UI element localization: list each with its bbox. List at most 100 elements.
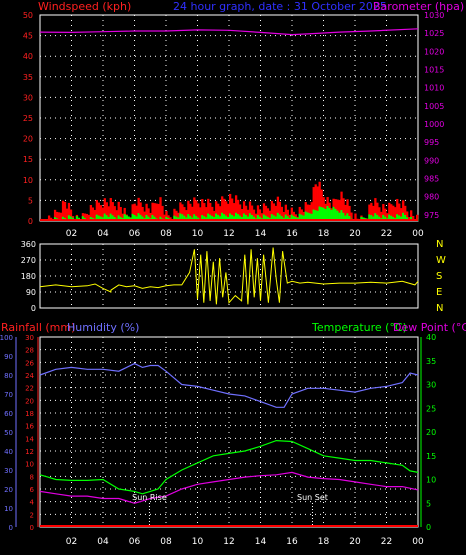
humidity-y-tick-label: 0 xyxy=(9,524,13,532)
windspeed-bar xyxy=(173,208,176,221)
windspeed-avg-bar xyxy=(99,216,102,221)
windspeed-avg-bar xyxy=(270,214,274,221)
windspeed-avg-bar xyxy=(133,215,136,221)
windspeed-bar xyxy=(412,215,415,221)
windspeed-avg-bar xyxy=(225,215,228,221)
windspeed-bar xyxy=(93,209,97,221)
windspeed-bar xyxy=(274,205,278,221)
windspeed-avg-bar xyxy=(318,206,321,221)
windspeed-bar xyxy=(280,206,284,221)
wind-x-tick-label: 02 xyxy=(66,229,77,239)
windspeed-bar xyxy=(113,206,116,221)
temperature-y-tick-label: 30 xyxy=(426,381,436,390)
windspeed-avg-bar xyxy=(278,214,282,221)
windspeed-avg-bar xyxy=(105,215,108,221)
windspeed-avg-bar xyxy=(244,214,248,221)
windspeed-bar xyxy=(242,201,246,221)
barometer-y-tick-label: 995 xyxy=(424,138,439,147)
temperature-y-tick-label: 0 xyxy=(426,523,431,532)
windspeed-avg-bar xyxy=(402,212,405,221)
windspeed-avg-bar xyxy=(123,214,126,221)
windspeed-avg-bar xyxy=(342,212,345,221)
windspeed-bar xyxy=(270,200,274,221)
windspeed-bar xyxy=(63,201,67,221)
windspeed-bar xyxy=(238,204,242,221)
windspeed-bar xyxy=(155,203,158,221)
rainfall-y-tick-label: 30 xyxy=(25,334,34,342)
windspeed-bar xyxy=(187,200,190,221)
windspeed-bar xyxy=(141,206,144,221)
windspeed-y-tick-label: 40 xyxy=(23,52,33,61)
windspeed-avg-bar xyxy=(113,216,116,221)
temp-x-tick-label: 08 xyxy=(160,537,172,547)
windspeed-bar xyxy=(336,199,339,221)
windspeed-avg-bar xyxy=(272,215,276,221)
windspeed-bar xyxy=(119,206,122,221)
windspeed-bar xyxy=(282,211,286,221)
windspeed-avg-bar xyxy=(256,215,260,221)
windspeed-bar xyxy=(390,204,393,221)
humidity-y-tick-label: 50 xyxy=(4,429,13,437)
windspeed-avg-bar xyxy=(286,216,289,221)
windspeed-avg-bar xyxy=(97,215,100,221)
windspeed-bar xyxy=(145,203,148,221)
windspeed-bar xyxy=(47,215,51,221)
wind-x-tick-label: 18 xyxy=(318,229,330,239)
windspeed-bar xyxy=(105,202,108,221)
windspeed-avg-bar xyxy=(360,216,363,221)
rainfall-y-tick-label: 28 xyxy=(25,347,34,355)
windspeed-avg-bar xyxy=(107,216,110,221)
windspeed-avg-bar xyxy=(181,214,184,221)
wind-x-tick-label: 00 xyxy=(412,229,424,239)
temp-x-tick-label: 02 xyxy=(66,537,77,547)
windspeed-avg-bar xyxy=(250,214,254,221)
windspeed-bar xyxy=(61,200,65,221)
windspeed-bar xyxy=(260,213,264,221)
windspeed-avg-bar xyxy=(209,214,212,221)
barometer-line xyxy=(39,28,419,36)
windspeed-bar xyxy=(109,198,112,221)
windspeed-y-tick-label: 5 xyxy=(28,196,33,205)
windspeed-bar xyxy=(354,213,357,221)
windspeed-bar xyxy=(236,199,240,221)
windspeed-avg-bar xyxy=(207,213,210,221)
windspeed-bar xyxy=(386,213,389,221)
windspeed-avg-bar xyxy=(344,215,347,221)
windspeed-bar xyxy=(370,202,373,221)
wind-x-tick-label: 22 xyxy=(381,229,392,239)
barometer-y-tick-label: 1000 xyxy=(424,120,444,129)
temp-x-tick-label: 14 xyxy=(255,537,267,547)
windspeed-bar xyxy=(149,212,152,221)
temp-x-tick-label: 00 xyxy=(412,537,424,547)
windspeed-bar xyxy=(227,203,230,221)
windspeed-bar xyxy=(181,204,184,221)
temp-x-tick-label: 20 xyxy=(349,537,361,547)
windspeed-y-tick-label: 35 xyxy=(23,73,33,82)
rainfall-axis-title: Rainfall (mm) xyxy=(1,321,75,334)
barometer-axis-title: Barometer (hpa) xyxy=(373,0,464,13)
barometer-y-tick-label: 1010 xyxy=(424,84,444,93)
windspeed-bar xyxy=(376,202,379,221)
windspeed-bar xyxy=(230,198,234,221)
windspeed-avg-bar xyxy=(153,216,156,221)
windspeed-bar xyxy=(57,212,61,221)
windspeed-bar xyxy=(384,208,387,221)
compass-label: S xyxy=(436,271,442,282)
windspeed-bar xyxy=(193,197,196,221)
windspeed-bar xyxy=(215,201,218,221)
windspeed-y-tick-label: 50 xyxy=(23,11,33,20)
windspeed-bar xyxy=(115,210,118,221)
sunrise-label: Sun Rise xyxy=(132,493,167,502)
barometer-y-tick-label: 1015 xyxy=(424,65,444,74)
windspeed-avg-bar xyxy=(300,214,303,221)
windspeed-bar xyxy=(211,206,214,221)
temperature-y-tick-label: 25 xyxy=(426,404,436,413)
rainfall-y-tick-label: 0 xyxy=(30,524,34,532)
windspeed-bar xyxy=(406,211,409,221)
windspeed-bar xyxy=(264,205,268,221)
windspeed-bar xyxy=(213,210,216,221)
windspeed-bar xyxy=(346,199,349,221)
windspeed-avg-bar xyxy=(310,213,313,221)
windspeed-bar xyxy=(338,199,341,221)
temp-x-tick-label: 06 xyxy=(129,537,141,547)
